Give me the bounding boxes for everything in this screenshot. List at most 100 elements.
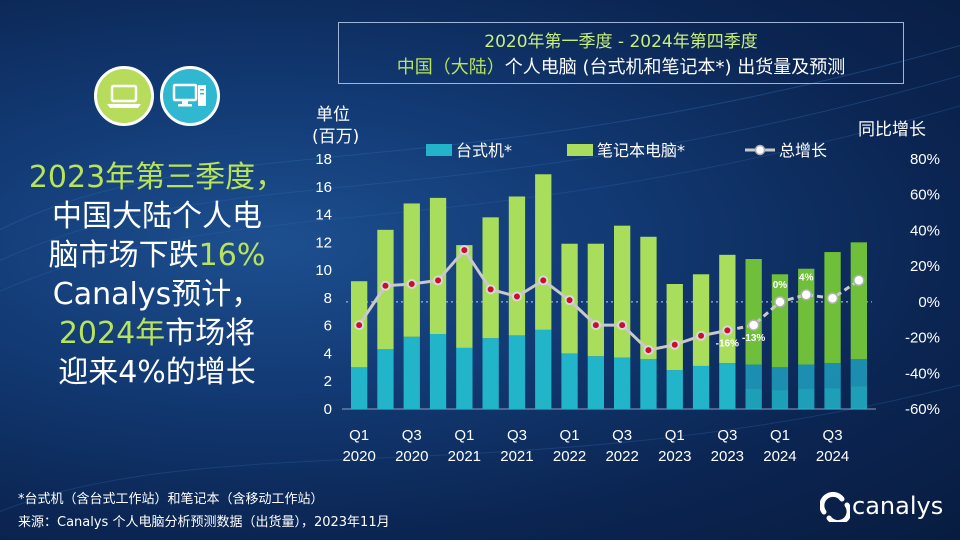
desktop-bar (350, 367, 368, 409)
right-axis-tick-label: 40% (910, 222, 940, 239)
headline-line-4: Canalys预计， (52, 277, 262, 312)
notebook-bar (745, 259, 762, 365)
canalys-logo-icon (820, 492, 850, 522)
desktop-bar (508, 335, 526, 409)
left-axis-tick-label: 14 (315, 207, 332, 224)
chart-title-subject: 个人电脑 (台式机和笔记本*) 出货量及预测 (504, 57, 846, 78)
brand-name: canalys (852, 492, 944, 520)
desktop-bar (482, 338, 499, 409)
notebook-bar (640, 236, 657, 359)
x-tick-quarter: Q3 (402, 427, 422, 444)
notebook-bar (666, 284, 683, 371)
growth-point (564, 295, 575, 306)
growth-point (485, 284, 496, 295)
chart-title-period: 2020年第一季度 - 2024年第四季度 (484, 32, 758, 52)
x-tick-quarter: Q1 (349, 427, 369, 444)
desktop-bar (640, 359, 657, 409)
right-axis-tick-label: 20% (910, 258, 940, 275)
right-axis-tick-label: 80% (910, 151, 940, 168)
left-axis-tick-label: 8 (324, 290, 332, 307)
laptop-icon (94, 66, 154, 126)
x-tick-quarter: Q3 (823, 427, 843, 444)
desktop-bar (403, 336, 420, 409)
right-axis-tick-label: -60% (905, 401, 940, 418)
forecast-desktop-shade (771, 367, 789, 391)
x-tick-year: 2020 (395, 448, 428, 465)
growth-point (590, 320, 601, 331)
legend-desktop-label: 台式机* (456, 141, 512, 160)
growth-point (774, 296, 786, 308)
desktop-bar (429, 334, 447, 409)
headline-line-2: 中国大陆个人电 (52, 199, 262, 234)
growth-point (800, 288, 812, 301)
x-tick-quarter: Q1 (770, 427, 790, 444)
footnote: *台式机（含台式工作站）和笔记本（含移动工作站） (18, 492, 324, 507)
forecast-desktop-shade (850, 359, 868, 387)
notebook-bar (587, 243, 605, 357)
x-tick-year: 2024 (816, 448, 849, 465)
growth-point (669, 339, 680, 350)
right-axis-tick-label: 0% (918, 294, 940, 311)
x-tick-year: 2023 (711, 448, 744, 465)
headline-line-6: 迎来4%的增长 (58, 355, 256, 390)
x-tick-year: 2024 (763, 448, 796, 465)
right-axis-tick-label: 60% (910, 187, 940, 204)
growth-data-label: -16% (716, 338, 739, 349)
x-tick-quarter: Q1 (665, 427, 685, 444)
left-axis-tick-label: 6 (324, 318, 332, 335)
notebook-bar (692, 274, 710, 366)
x-tick-quarter: Q3 (507, 427, 527, 444)
growth-point (696, 330, 707, 341)
x-tick-year: 2023 (658, 448, 691, 465)
growth-point (853, 274, 865, 287)
left-axis-tick-label: 10 (315, 262, 332, 279)
notebook-bar (771, 274, 789, 368)
desktop-bar (719, 363, 736, 409)
growth-point (433, 275, 444, 286)
desktop-bar (613, 357, 631, 409)
growth-point (406, 279, 417, 289)
x-tick-quarter: Q1 (454, 427, 474, 444)
x-tick-quarter: Q3 (717, 427, 737, 444)
right-axis-tick-label: -40% (905, 365, 940, 382)
growth-point (617, 320, 628, 331)
left-axis-tick-label: 18 (315, 151, 332, 168)
desktop-icon (160, 66, 220, 126)
desktop-bar (666, 370, 683, 409)
notebook-bar (456, 245, 473, 348)
desktop-bar (587, 356, 605, 409)
headline-line-1: 2023年第三季度， (28, 160, 286, 195)
notebook-bar (613, 225, 631, 358)
chart-title-box: 2020年第一季度 - 2024年第四季度 中国（大陆）个人电脑 (台式机和笔记… (338, 22, 904, 84)
notebook-bar (429, 197, 447, 334)
growth-point (459, 245, 470, 256)
notebook-bar (482, 217, 499, 339)
x-tick-quarter: Q3 (612, 427, 632, 444)
left-axis-tick-label: 4 (324, 345, 332, 362)
growth-point (643, 345, 654, 356)
notebook-bar (824, 252, 841, 364)
left-axis-tick-label: 16 (315, 179, 332, 196)
growth-point (722, 325, 733, 336)
desktop-bar (535, 329, 552, 409)
x-tick-year: 2020 (342, 448, 375, 465)
right-axis-tick-label: -20% (905, 330, 940, 347)
notebook-bar (719, 254, 736, 364)
desktop-bar (456, 347, 473, 409)
x-tick-year: 2021 (500, 448, 533, 465)
forecast-desktop-shade (745, 364, 762, 389)
forecast-desktop-shade (798, 364, 815, 389)
forecast-desktop-shade (824, 363, 841, 389)
growth-point (538, 275, 549, 286)
legend-notebook-swatch (567, 144, 593, 156)
left-axis-unit-sub: (百万) (312, 127, 360, 147)
headline-line-5: 2024年市场将 (58, 316, 256, 351)
growth-data-label: -13% (742, 333, 765, 344)
desktop-bar (692, 365, 710, 409)
desktop-bar (377, 349, 394, 409)
legend-notebook-label: 笔记本电脑* (597, 141, 685, 160)
left-axis-tick-label: 2 (324, 373, 332, 390)
growth-point (354, 320, 365, 331)
